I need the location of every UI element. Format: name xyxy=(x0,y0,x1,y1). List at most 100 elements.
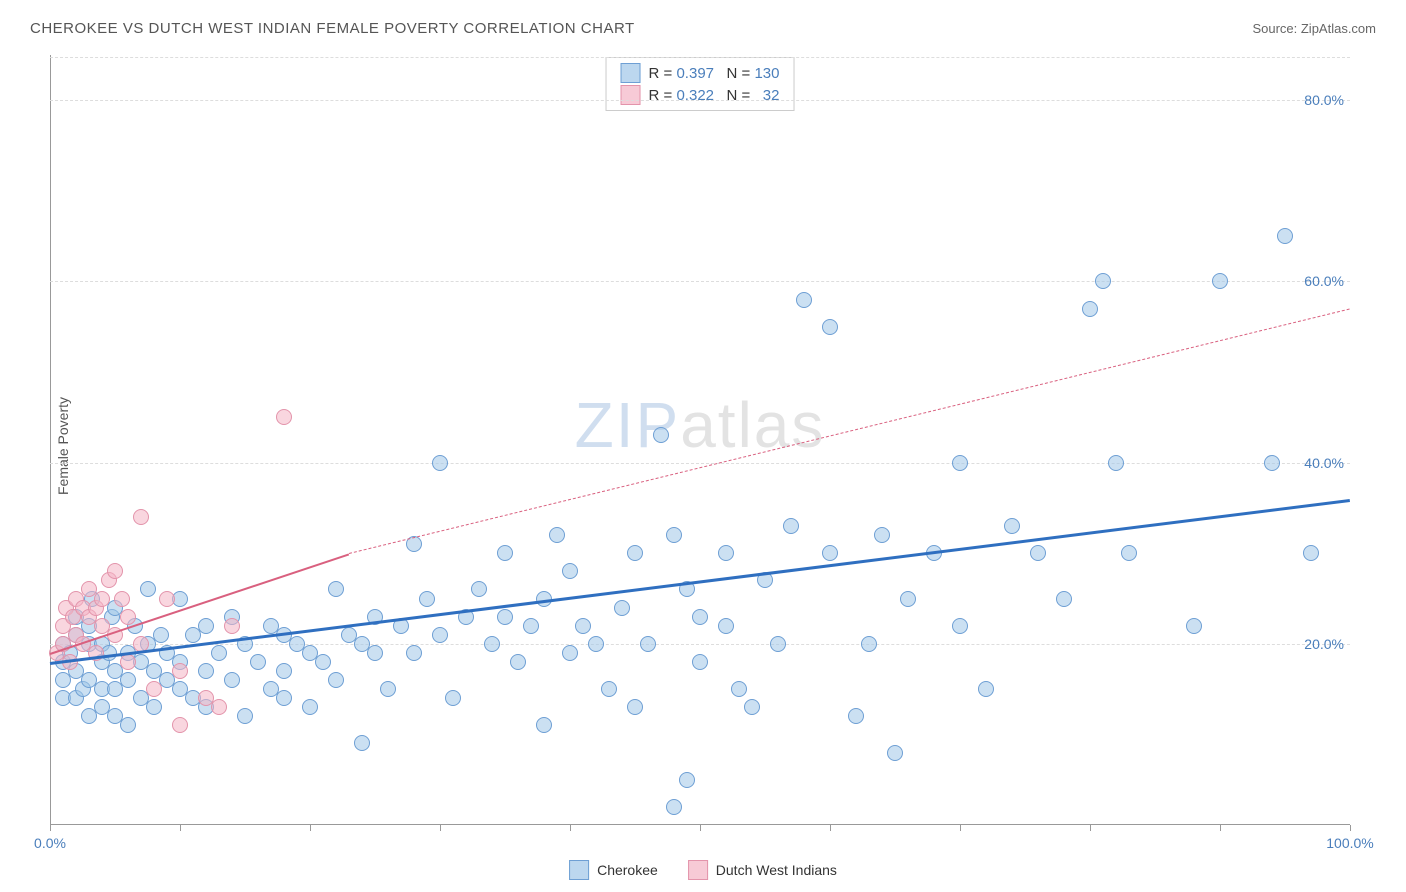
scatter-point xyxy=(744,699,760,715)
scatter-point xyxy=(445,690,461,706)
scatter-point xyxy=(718,545,734,561)
watermark-atlas: atlas xyxy=(680,389,825,461)
plot-area: ZIPatlas R = 0.397 N = 130 R = 0.322 N = … xyxy=(50,55,1350,825)
scatter-point xyxy=(1277,228,1293,244)
scatter-point xyxy=(588,636,604,652)
y-tick-label: 60.0% xyxy=(1304,273,1344,289)
legend-swatch xyxy=(688,860,708,880)
scatter-point xyxy=(354,735,370,751)
x-tick xyxy=(440,825,441,831)
scatter-point xyxy=(237,708,253,724)
scatter-point xyxy=(276,663,292,679)
scatter-point xyxy=(198,618,214,634)
gridline xyxy=(50,463,1350,464)
x-tick-label: 100.0% xyxy=(1326,835,1373,851)
scatter-point xyxy=(523,618,539,634)
watermark: ZIPatlas xyxy=(575,388,826,462)
x-tick xyxy=(700,825,701,831)
y-axis-line xyxy=(50,55,51,825)
scatter-point xyxy=(861,636,877,652)
scatter-point xyxy=(731,681,747,697)
scatter-point xyxy=(874,527,890,543)
scatter-point xyxy=(1004,518,1020,534)
scatter-point xyxy=(328,672,344,688)
scatter-point xyxy=(114,591,130,607)
scatter-point xyxy=(107,563,123,579)
scatter-point xyxy=(432,627,448,643)
scatter-point xyxy=(1186,618,1202,634)
x-tick xyxy=(570,825,571,831)
x-tick xyxy=(960,825,961,831)
legend-swatch xyxy=(621,63,641,83)
scatter-point xyxy=(900,591,916,607)
scatter-point xyxy=(1303,545,1319,561)
scatter-point xyxy=(315,654,331,670)
scatter-point xyxy=(549,527,565,543)
bottom-legend: CherokeeDutch West Indians xyxy=(569,860,837,880)
x-tick xyxy=(310,825,311,831)
scatter-point xyxy=(328,581,344,597)
chart-title: CHEROKEE VS DUTCH WEST INDIAN FEMALE POV… xyxy=(30,20,635,37)
scatter-point xyxy=(848,708,864,724)
scatter-point xyxy=(653,427,669,443)
scatter-point xyxy=(172,717,188,733)
scatter-point xyxy=(159,591,175,607)
gridline xyxy=(50,100,1350,101)
scatter-point xyxy=(153,627,169,643)
chart-source: Source: ZipAtlas.com xyxy=(1252,21,1376,36)
scatter-point xyxy=(978,681,994,697)
trend-line xyxy=(50,499,1350,665)
scatter-point xyxy=(302,699,318,715)
scatter-point xyxy=(1264,455,1280,471)
legend-swatch xyxy=(569,860,589,880)
scatter-point xyxy=(1030,545,1046,561)
scatter-point xyxy=(1082,301,1098,317)
gridline xyxy=(50,281,1350,282)
scatter-point xyxy=(627,545,643,561)
scatter-point xyxy=(471,581,487,597)
scatter-point xyxy=(120,717,136,733)
scatter-point xyxy=(497,609,513,625)
legend-stats-text: R = 0.397 N = 130 xyxy=(649,65,780,82)
scatter-point xyxy=(94,591,110,607)
y-tick-label: 20.0% xyxy=(1304,636,1344,652)
legend-stats-row: R = 0.322 N = 32 xyxy=(621,84,780,106)
scatter-point xyxy=(146,681,162,697)
scatter-point xyxy=(224,618,240,634)
legend-stats-row: R = 0.397 N = 130 xyxy=(621,62,780,84)
scatter-point xyxy=(614,600,630,616)
scatter-point xyxy=(692,654,708,670)
legend-stats-box: R = 0.397 N = 130 R = 0.322 N = 32 xyxy=(606,57,795,111)
scatter-point xyxy=(770,636,786,652)
scatter-point xyxy=(627,699,643,715)
x-tick xyxy=(830,825,831,831)
scatter-point xyxy=(276,690,292,706)
scatter-point xyxy=(510,654,526,670)
scatter-point xyxy=(692,609,708,625)
x-tick xyxy=(1220,825,1221,831)
y-tick-label: 40.0% xyxy=(1304,455,1344,471)
scatter-point xyxy=(536,717,552,733)
bottom-legend-item: Dutch West Indians xyxy=(688,860,837,880)
scatter-point xyxy=(575,618,591,634)
scatter-point xyxy=(640,636,656,652)
scatter-point xyxy=(198,663,214,679)
scatter-point xyxy=(120,609,136,625)
scatter-point xyxy=(120,672,136,688)
scatter-point xyxy=(822,319,838,335)
legend-swatch xyxy=(621,85,641,105)
x-tick xyxy=(1090,825,1091,831)
scatter-point xyxy=(601,681,617,697)
scatter-point xyxy=(276,409,292,425)
scatter-point xyxy=(1121,545,1137,561)
scatter-point xyxy=(250,654,266,670)
y-tick-label: 80.0% xyxy=(1304,92,1344,108)
x-tick xyxy=(180,825,181,831)
scatter-point xyxy=(952,455,968,471)
watermark-zip: ZIP xyxy=(575,389,681,461)
source-name: ZipAtlas.com xyxy=(1301,21,1376,36)
scatter-point xyxy=(497,545,513,561)
scatter-point xyxy=(796,292,812,308)
scatter-point xyxy=(666,799,682,815)
scatter-point xyxy=(562,563,578,579)
